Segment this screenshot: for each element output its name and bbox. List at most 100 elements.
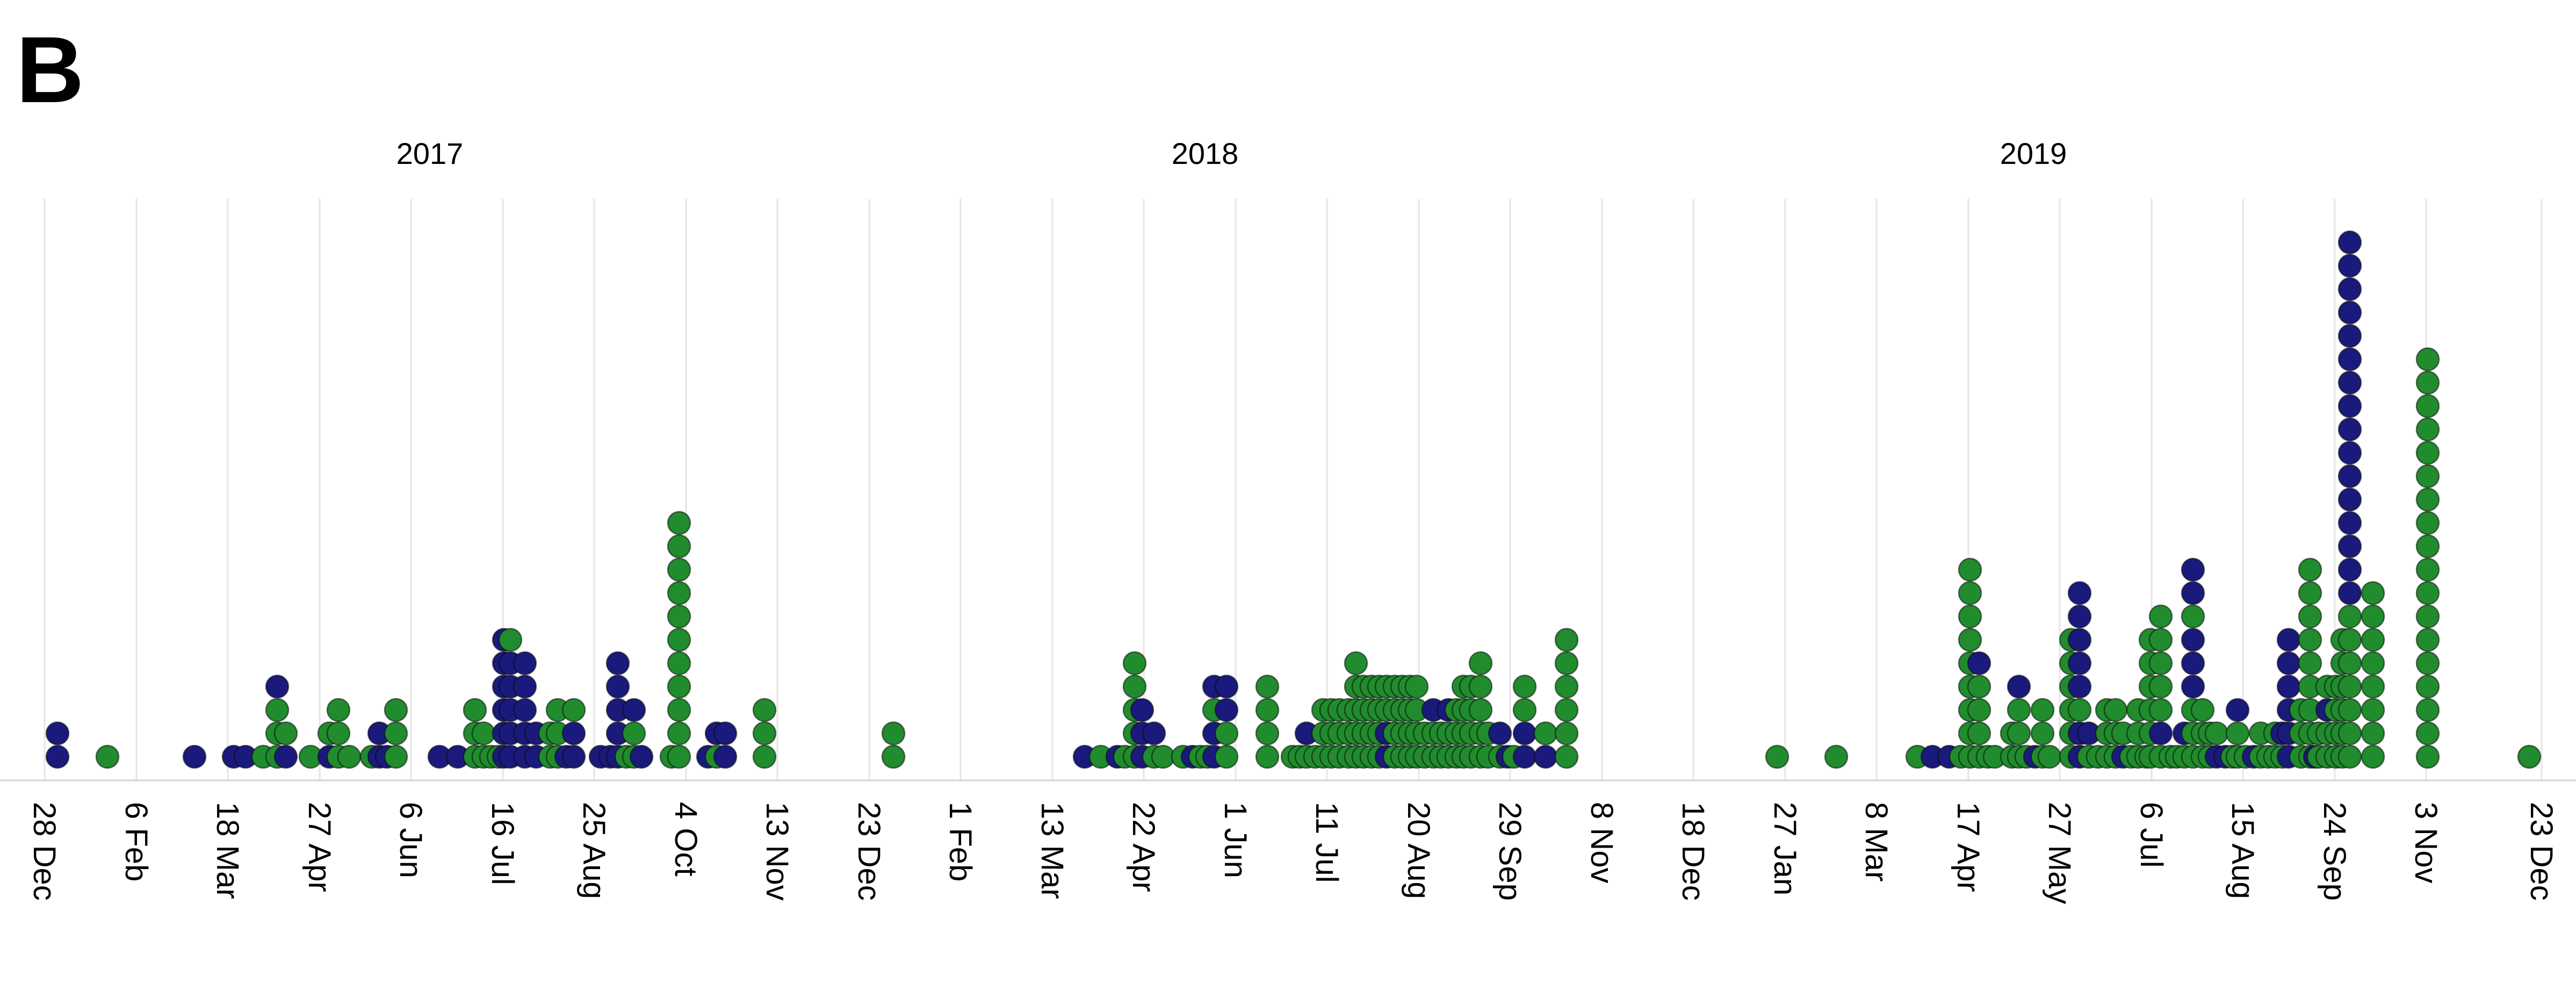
- case-dot-green: [2337, 721, 2362, 745]
- case-dot-navy: [2337, 230, 2362, 255]
- case-dot-green: [2415, 394, 2440, 418]
- case-dot-green: [2298, 628, 2322, 652]
- case-dot-navy: [2337, 300, 2362, 325]
- case-dot-green: [667, 604, 691, 629]
- case-dot-green: [2030, 721, 2055, 745]
- x-axis-tick-label: 3 Nov: [2408, 802, 2443, 884]
- dot-layer: [45, 230, 2542, 769]
- x-axis-tick-label: 13 Nov: [760, 802, 795, 901]
- case-dot-green: [1967, 721, 1991, 745]
- case-dot-green: [2007, 721, 2031, 745]
- case-dot-green: [667, 721, 691, 745]
- case-dot-green: [2181, 604, 2205, 629]
- case-dot-green: [1554, 628, 1579, 652]
- case-dot-green: [471, 721, 496, 745]
- case-dot-navy: [1967, 651, 1991, 676]
- case-dot-navy: [622, 698, 646, 722]
- case-dot-green: [1122, 675, 1147, 699]
- case-dot-green: [2337, 604, 2362, 629]
- case-dot-green: [2337, 744, 2362, 769]
- case-dot-green: [326, 698, 351, 722]
- x-axis-tick-label: 29 Sep: [1492, 802, 1527, 901]
- case-dot-navy: [2181, 675, 2205, 699]
- case-dot-navy: [561, 744, 586, 769]
- x-axis-tick-label: 27 May: [2042, 802, 2077, 904]
- year-label: 2017: [396, 137, 464, 170]
- case-dot-navy: [2276, 675, 2301, 699]
- case-dot-green: [667, 744, 691, 769]
- case-dot-navy: [2225, 698, 2250, 722]
- x-axis-tick-label: 11 Jul: [1309, 802, 1344, 883]
- case-dot-green: [2067, 698, 2092, 722]
- panel-letter: B: [16, 18, 84, 123]
- case-dot-green: [1468, 698, 1493, 722]
- case-dot-green: [2415, 487, 2440, 512]
- case-dot-green: [1533, 721, 1558, 745]
- case-dot-green: [2190, 698, 2215, 722]
- case-dot-green: [1255, 721, 1280, 745]
- case-dot-green: [2415, 441, 2440, 465]
- case-dot-green: [498, 628, 523, 652]
- case-dot-navy: [2067, 628, 2092, 652]
- case-dot-green: [326, 721, 351, 745]
- case-dot-navy: [629, 744, 654, 769]
- case-dot-green: [2148, 628, 2173, 652]
- x-axis-tick-label: 27 Jan: [1767, 802, 1802, 895]
- case-dot-green: [2415, 581, 2440, 605]
- case-dot-green: [2361, 581, 2385, 605]
- case-dot-green: [2361, 675, 2385, 699]
- case-dot-navy: [2337, 394, 2362, 418]
- x-axis-tick-label: 15 Aug: [2225, 802, 2260, 899]
- case-dot-green: [1214, 721, 1239, 745]
- x-axis-tick-label: 17 Apr: [1951, 802, 1986, 892]
- case-dot-navy: [713, 721, 738, 745]
- case-dot-green: [1255, 698, 1280, 722]
- case-dot-green: [384, 698, 408, 722]
- case-dot-green: [2415, 464, 2440, 489]
- case-dot-green: [561, 698, 586, 722]
- case-dot-green: [2298, 557, 2322, 582]
- case-dot-green: [337, 744, 362, 769]
- case-dot-navy: [513, 675, 537, 699]
- x-axis-tick-label: 22 Apr: [1126, 802, 1161, 892]
- case-dot-green: [752, 744, 777, 769]
- case-dot-green: [2415, 628, 2440, 652]
- case-dot-green: [1554, 698, 1579, 722]
- case-dot-green: [2415, 651, 2440, 676]
- case-dot-navy: [713, 744, 738, 769]
- case-dot-navy: [2067, 651, 2092, 676]
- case-dot-navy: [2337, 347, 2362, 371]
- case-dot-green: [2037, 744, 2062, 769]
- case-dot-navy: [2181, 581, 2205, 605]
- case-dot-green: [2415, 511, 2440, 535]
- case-dot-navy: [2181, 628, 2205, 652]
- case-dot-green: [1554, 651, 1579, 676]
- case-dot-green: [1967, 698, 1991, 722]
- case-dot-green: [2415, 721, 2440, 745]
- case-dot-green: [2517, 744, 2542, 769]
- case-dot-green: [1151, 744, 1175, 769]
- x-axis-tick-label: 27 Apr: [302, 802, 337, 892]
- case-dot-navy: [605, 675, 630, 699]
- case-dot-green: [2298, 651, 2322, 676]
- case-dot-green: [2415, 417, 2440, 442]
- case-dot-green: [622, 721, 646, 745]
- case-dot-green: [2337, 698, 2362, 722]
- case-dot-navy: [2067, 581, 2092, 605]
- x-axis-tick-label: 6 Jun: [393, 802, 428, 878]
- case-dot-green: [2298, 581, 2322, 605]
- case-dot-navy: [513, 651, 537, 676]
- case-dot-green: [2225, 721, 2250, 745]
- case-dot-navy: [1488, 721, 1512, 745]
- case-dot-navy: [182, 744, 207, 769]
- x-axis-tick-label: 24 Sep: [2317, 802, 2352, 901]
- case-dot-green: [2415, 370, 2440, 395]
- case-dot-green: [1824, 744, 1849, 769]
- case-dot-green: [2337, 628, 2362, 652]
- case-dot-green: [1214, 744, 1239, 769]
- x-axis-tick-label: 28 Dec: [27, 802, 62, 901]
- case-dot-green: [1512, 675, 1537, 699]
- case-dot-green: [1554, 675, 1579, 699]
